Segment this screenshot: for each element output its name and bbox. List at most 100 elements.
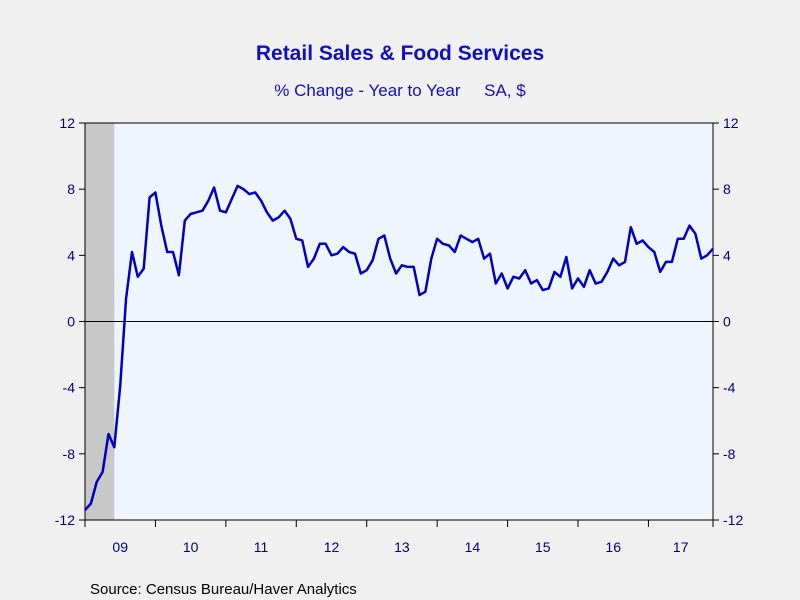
y-tick-label-left: 0 [67, 314, 75, 330]
data-point [424, 291, 426, 293]
x-tick-label: 12 [324, 539, 340, 555]
data-point [465, 238, 468, 240]
data-point [489, 253, 491, 255]
data-point [483, 258, 485, 260]
data-point [683, 238, 685, 240]
data-point [595, 282, 597, 285]
x-tick-label: 11 [254, 539, 269, 555]
x-tick-label: 09 [112, 539, 128, 555]
y-tick-label-left: -12 [55, 512, 75, 528]
x-tick-label: 10 [183, 539, 199, 555]
data-point [583, 286, 585, 288]
data-point [301, 239, 303, 241]
data-point [671, 261, 673, 263]
data-point [677, 238, 679, 240]
data-point [688, 225, 691, 227]
y-tick-label-right: -4 [723, 380, 736, 396]
data-point [471, 241, 473, 243]
data-point [495, 282, 497, 285]
data-point [665, 261, 667, 263]
data-point [512, 276, 515, 278]
data-point [242, 188, 245, 190]
data-point [553, 271, 556, 273]
data-point [624, 261, 626, 263]
y-tick-label-right: 8 [723, 181, 731, 197]
data-point [454, 251, 456, 253]
data-point [548, 287, 550, 289]
source-note: Source: Census Bureau/Haver Analytics [90, 581, 357, 598]
data-point [389, 258, 391, 260]
data-point [207, 200, 209, 202]
data-point [577, 277, 579, 280]
y-tick-label-right: 0 [723, 314, 731, 330]
data-point [237, 185, 239, 187]
data-point [706, 254, 708, 256]
data-point [119, 385, 121, 387]
data-point [172, 251, 174, 253]
x-tick-label: 15 [535, 539, 551, 555]
data-point [448, 244, 450, 246]
y-tick-label-left: -4 [63, 380, 76, 396]
data-point [694, 233, 697, 235]
data-point [284, 210, 286, 212]
data-point [401, 264, 403, 266]
data-point [195, 211, 198, 213]
data-point [272, 220, 274, 222]
data-point [700, 258, 702, 260]
data-point [160, 225, 162, 227]
data-point [442, 243, 444, 245]
data-point [184, 220, 186, 222]
data-point [360, 272, 362, 275]
data-point [600, 281, 603, 283]
data-point [295, 238, 297, 240]
chart-title: Retail Sales & Food Services [256, 42, 544, 65]
data-point [418, 294, 421, 296]
data-point [225, 211, 227, 213]
data-point [348, 251, 350, 253]
data-point [372, 259, 374, 261]
data-point [659, 271, 661, 273]
data-point [589, 269, 591, 271]
data-point [530, 282, 532, 285]
y-tick-label-right: 12 [723, 115, 739, 131]
data-point [542, 289, 544, 291]
data-point [113, 446, 115, 448]
data-point [395, 272, 397, 275]
data-point [342, 246, 344, 248]
data-point [319, 243, 321, 245]
data-point [383, 234, 385, 237]
y-tick-label-left: 4 [67, 247, 75, 263]
data-point [131, 251, 133, 253]
x-tick-label: 16 [605, 539, 621, 555]
series-line [84, 184, 714, 511]
data-point [107, 433, 110, 435]
data-point [559, 276, 562, 278]
data-point [90, 502, 92, 505]
y-tick-label-right: 4 [723, 247, 731, 263]
x-tick-label: 13 [394, 539, 410, 555]
data-point [407, 266, 409, 268]
data-point [536, 279, 538, 281]
data-point [330, 254, 333, 256]
y-tick-label-left: 8 [67, 181, 75, 197]
data-point [524, 269, 526, 271]
data-point [460, 234, 462, 237]
data-point [565, 256, 567, 258]
data-point [125, 297, 127, 299]
data-point [642, 239, 644, 241]
data-point [571, 287, 573, 289]
data-point [143, 268, 145, 270]
data-point [518, 277, 520, 280]
data-point [618, 264, 620, 266]
data-point [477, 238, 479, 240]
data-point [96, 481, 98, 483]
y-tick-label-left: 12 [59, 115, 75, 131]
data-point [430, 258, 432, 260]
y-tick-label-right: -8 [723, 446, 736, 462]
data-point [653, 251, 655, 253]
data-point [260, 200, 262, 202]
data-point [213, 186, 215, 189]
y-tick-label-right: -12 [723, 512, 743, 528]
data-point [154, 191, 156, 194]
